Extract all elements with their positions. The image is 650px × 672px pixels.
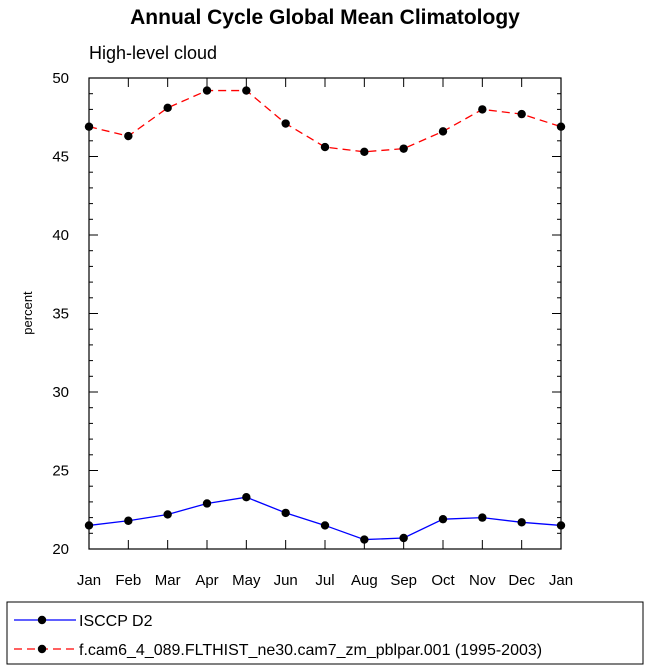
y-tick-label: 40 bbox=[52, 227, 69, 244]
y-tick-label: 25 bbox=[52, 463, 69, 480]
x-tick-label: Jun bbox=[274, 572, 298, 589]
x-tick-label: Apr bbox=[195, 572, 218, 589]
x-tick-label: Feb bbox=[115, 572, 141, 589]
series-1-point bbox=[360, 535, 369, 544]
series-1-point bbox=[163, 510, 172, 519]
series-2-point bbox=[163, 103, 172, 113]
series-1-point bbox=[478, 513, 487, 522]
y-tick-label: 35 bbox=[52, 306, 69, 323]
series-2-point bbox=[281, 119, 290, 128]
x-tick-label: Jan bbox=[77, 572, 101, 589]
legend-box bbox=[6, 601, 644, 665]
series-1-point bbox=[517, 518, 526, 527]
y-tick-label: 45 bbox=[52, 149, 69, 166]
series-2-point bbox=[320, 142, 330, 152]
series-1-point bbox=[242, 492, 251, 502]
x-tick-label: Aug bbox=[351, 572, 378, 589]
series-line-1 bbox=[88, 496, 562, 541]
series-1-point bbox=[556, 521, 566, 530]
series-line-2 bbox=[88, 89, 562, 153]
series-2-point bbox=[242, 86, 251, 95]
legend-label-1: ISCCP D2 bbox=[79, 613, 153, 630]
series-2-point bbox=[399, 144, 408, 153]
series-2-point bbox=[478, 105, 487, 114]
y-axis-label: percent bbox=[20, 291, 35, 335]
legend: ISCCP D2 f.cam6_4_089.FLTHIST_ne30.cam7_z… bbox=[6, 601, 644, 665]
series-2-point bbox=[438, 127, 448, 136]
chart-title: Annual Cycle Global Mean Climatology bbox=[130, 6, 520, 29]
x-tick-label: Nov bbox=[469, 572, 496, 589]
series-1-point bbox=[399, 533, 408, 543]
series-2-point bbox=[556, 122, 566, 131]
series-layer bbox=[84, 86, 566, 544]
series-1-point bbox=[202, 499, 212, 508]
series-1-point bbox=[438, 514, 448, 524]
chart-subtitle: High-level cloud bbox=[89, 43, 217, 63]
series-1-point bbox=[84, 521, 94, 530]
x-tick-label: Mar bbox=[155, 572, 181, 589]
series-2-point bbox=[360, 147, 369, 156]
series-1-point bbox=[281, 508, 290, 518]
x-tick-label: Sep bbox=[390, 572, 417, 589]
x-tick-label: Oct bbox=[431, 572, 455, 589]
x-tick-label: Dec bbox=[508, 572, 535, 589]
y-tick-label: 50 bbox=[52, 70, 69, 87]
series-2-point bbox=[84, 122, 94, 131]
series-1-point bbox=[124, 516, 133, 525]
axis-ticks: 20 25 30 35 40 45 50 Jan Feb Mar Apr May Jun Jul Aug Se… bbox=[52, 70, 573, 589]
y-tick-label: 20 bbox=[52, 541, 69, 558]
legend-marker-2 bbox=[37, 644, 47, 654]
legend-label-2: f.cam6_4_089.FLTHIST_ne30.cam7_zm_pblpar… bbox=[79, 642, 542, 659]
legend-marker-1 bbox=[37, 615, 47, 625]
series-2-point bbox=[202, 86, 212, 95]
y-tick-label: 30 bbox=[52, 384, 69, 401]
series-2-point bbox=[124, 131, 133, 141]
x-tick-label: May bbox=[232, 572, 261, 589]
x-tick-label: Jul bbox=[315, 572, 334, 589]
series-2-point bbox=[517, 109, 526, 119]
x-tick-label: Jan bbox=[549, 572, 573, 589]
series-1-point bbox=[320, 521, 330, 530]
